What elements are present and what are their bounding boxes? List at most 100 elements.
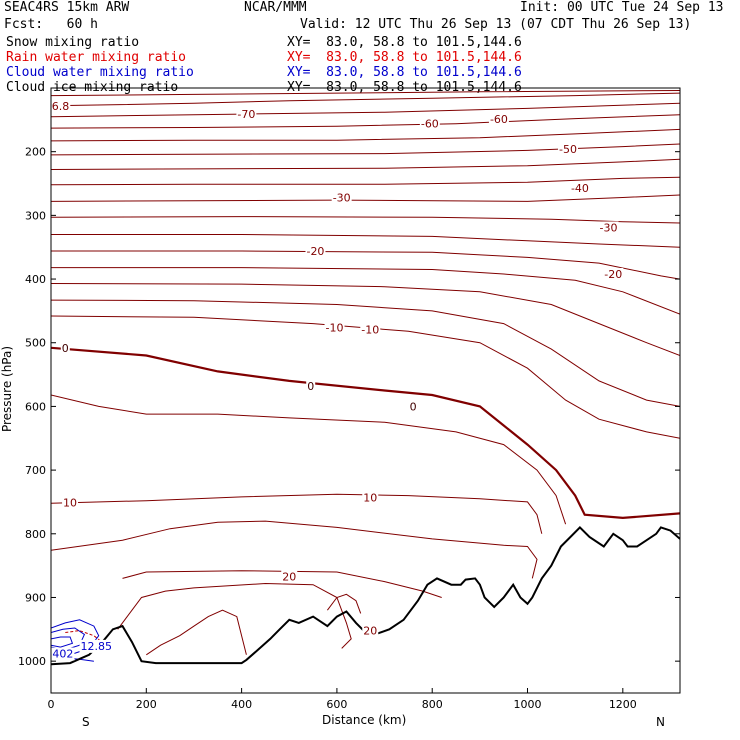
isotherm-line: [51, 158, 680, 170]
contour-label-bg: [79, 639, 114, 653]
init-time: Init: 00 UTC Tue 24 Sep 13: [520, 0, 724, 15]
contour-label: -30: [333, 192, 351, 205]
field-snow-xy: XY= 83.0, 58.8 to 101.5,144.6: [287, 35, 522, 50]
contour-label: 402: [52, 648, 73, 661]
contour-label: 20: [363, 625, 377, 638]
y-tick-label: 400: [25, 273, 46, 286]
contour-label-bg: [50, 99, 71, 113]
x-tick-label: 400: [231, 698, 252, 711]
x-tick-label: 200: [136, 698, 157, 711]
contour-label-layer: 6.8 -70 -60 -60 -50 -40 -30 -30 -20 -20 -10 -10 0 0 0 1…: [50, 99, 624, 661]
y-tick-label: 1000: [18, 655, 46, 668]
isotherm-line: [51, 92, 680, 107]
field-cloud-name: Cloud water mixing ratio: [6, 65, 194, 80]
isotherm-line: [146, 609, 247, 656]
contour-label-bg: [362, 624, 379, 638]
isotherm-line: [326, 593, 362, 614]
y-tick-label: 900: [25, 591, 46, 604]
isotherm-line: [51, 267, 680, 315]
isotherm-line: [51, 114, 680, 129]
isotherm-line: [51, 143, 680, 156]
contour-label: 0: [62, 342, 69, 355]
plot-frame: [50, 87, 681, 694]
contour-layer: [51, 90, 680, 666]
isotherm-line: [51, 102, 680, 118]
contour-label-bg: [305, 245, 326, 259]
contour-label-bg: [236, 108, 257, 122]
contour-label: 20: [282, 570, 296, 583]
cloud-water-contour: [51, 636, 74, 648]
contour-label: -10: [361, 323, 379, 336]
x-axis-label: Distance (km): [322, 713, 407, 727]
y-tick-label: 200: [25, 146, 46, 159]
contour-label-bg: [598, 221, 619, 235]
y-tick-label: 500: [25, 337, 46, 350]
contour-label: -50: [559, 143, 577, 156]
isotherm-line: [51, 128, 680, 142]
contour-label: 10: [63, 497, 77, 510]
field-cloud-xy: XY= 83.0, 58.8 to 101.5,144.6: [287, 65, 522, 80]
contour-label-bg: [360, 323, 381, 337]
isotherm-line: [51, 283, 680, 356]
isotherm-line: [51, 299, 680, 407]
contour-label-bg: [60, 341, 70, 355]
isotherm-line: [51, 194, 680, 202]
contour-label-bg: [408, 400, 418, 414]
contour-label: 0: [410, 400, 417, 413]
contour-label: -60: [490, 113, 508, 126]
contour-label-bg: [324, 321, 345, 335]
contour-label-bg: [306, 380, 316, 394]
x-tick-label: 1000: [514, 698, 542, 711]
axes-layer: 0 200 400 600 800 1000 12002003004005006007008…: [18, 146, 680, 711]
contour-label: -20: [604, 268, 622, 281]
isotherm-line: [51, 176, 680, 186]
y-tick-label: 600: [25, 400, 46, 413]
contour-label: 12.85: [81, 640, 113, 653]
contour-label: -20: [306, 245, 324, 258]
contour-label: -70: [237, 108, 255, 121]
isotherm-line: [51, 520, 538, 579]
x-tick-label: 0: [48, 698, 55, 711]
model-title: SEAC4RS 15km ARW: [4, 0, 130, 15]
isotherm-line: [51, 216, 680, 224]
contour-label-bg: [62, 496, 79, 510]
field-snow-name: Snow mixing ratio: [6, 35, 140, 50]
x-tick-label: 600: [326, 698, 347, 711]
contour-label: -10: [326, 321, 344, 334]
y-tick-label: 300: [25, 209, 46, 222]
isotherm-line: [51, 493, 543, 534]
field-rain-name: Rain water mixing ratio: [6, 50, 187, 65]
x-tick-label: 1200: [609, 698, 637, 711]
contour-label-bg: [558, 143, 579, 157]
x-tick-label: 800: [422, 698, 443, 711]
isotherm-line: [51, 394, 567, 525]
valid-time: Valid: 12 UTC Thu 26 Sep 13 (07 CDT Thu …: [300, 17, 692, 32]
south-label: S: [82, 715, 90, 729]
terrain-line: [51, 525, 680, 666]
contour-label: -60: [421, 118, 439, 131]
isotherm-line: [51, 315, 680, 439]
contour-label-bg: [281, 570, 298, 584]
isotherm-line: [51, 90, 680, 97]
contour-label: 6.8: [52, 100, 70, 113]
contour-label: -40: [571, 182, 589, 195]
contour-label-bg: [488, 113, 509, 127]
isotherm-line: [51, 250, 680, 280]
contour-label-bg: [362, 491, 379, 505]
y-tick-label: 700: [25, 464, 46, 477]
contour-label: -30: [600, 221, 618, 234]
field-rain-xy: XY= 83.0, 58.8 to 101.5,144.6: [287, 50, 522, 65]
contour-label: 0: [307, 380, 314, 393]
contour-label-bg: [51, 647, 75, 661]
isotherm-line: [117, 582, 352, 649]
contour-label-bg: [603, 267, 624, 281]
forecast-hour: Fcst: 60 h: [4, 17, 98, 32]
freezing-level-line: [51, 346, 680, 520]
isotherm-line: [51, 234, 680, 248]
contour-label: 10: [363, 491, 377, 504]
contour-label-bg: [419, 117, 440, 131]
north-label: N: [656, 715, 665, 729]
contour-label-bg: [331, 191, 352, 205]
center-label: NCAR/MMM: [244, 0, 307, 15]
